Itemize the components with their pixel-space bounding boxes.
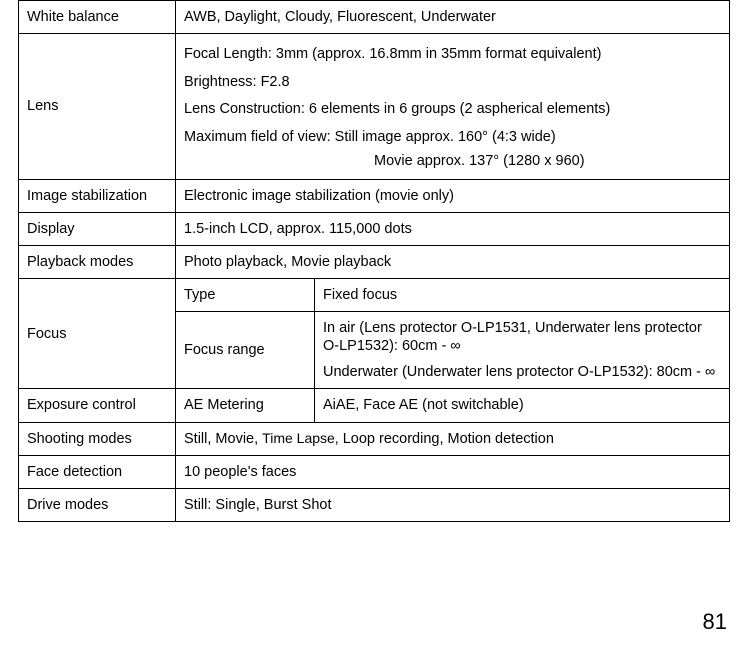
row-value: AiAE, Face AE (not switchable) xyxy=(315,389,730,422)
row-label: Display xyxy=(19,212,176,245)
row-label: Exposure control xyxy=(19,389,176,422)
lens-line: Focal Length: 3mm (approx. 16.8mm in 35m… xyxy=(184,41,721,69)
page: White balance AWB, Daylight, Cloudy, Flu… xyxy=(0,0,747,522)
table-row: Image stabilization Electronic image sta… xyxy=(19,179,730,212)
row-sublabel: Focus range xyxy=(176,312,315,389)
page-number: 81 xyxy=(703,609,727,635)
table-row: Lens Focal Length: 3mm (approx. 16.8mm i… xyxy=(19,34,730,179)
row-label: White balance xyxy=(19,1,176,34)
row-value: Photo playback, Movie playback xyxy=(176,245,730,278)
focus-range-line: Underwater (Underwater lens protector O-… xyxy=(323,363,721,381)
lens-lines: Focal Length: 3mm (approx. 16.8mm in 35m… xyxy=(184,41,721,151)
table-row: Drive modes Still: Single, Burst Shot xyxy=(19,488,730,521)
text: Loop recording, Motion detection xyxy=(339,431,554,447)
text: Still, Movie, xyxy=(184,431,262,447)
row-value: Electronic image stabilization (movie on… xyxy=(176,179,730,212)
row-label: Drive modes xyxy=(19,488,176,521)
row-value: Fixed focus xyxy=(315,278,730,311)
lens-line-indent: Movie approx. 137° (1280 x 960) xyxy=(184,151,721,171)
table-row: Display 1.5-inch LCD, approx. 115,000 do… xyxy=(19,212,730,245)
table-row: Shooting modes Still, Movie, Time Lapse,… xyxy=(19,422,730,455)
row-value: In air (Lens protector O-LP1531, Underwa… xyxy=(315,312,730,389)
lens-line: Brightness: F2.8 xyxy=(184,69,721,97)
focus-range: In air (Lens protector O-LP1531, Underwa… xyxy=(323,319,721,381)
row-sublabel: AE Metering xyxy=(176,389,315,422)
row-label: Focus xyxy=(19,278,176,389)
row-label: Shooting modes xyxy=(19,422,176,455)
row-value: 10 people's faces xyxy=(176,455,730,488)
text-timelapse: Time Lapse, xyxy=(262,430,339,446)
row-label: Playback modes xyxy=(19,245,176,278)
lens-line: Lens Construction: 6 elements in 6 group… xyxy=(184,96,721,124)
table-row: Exposure control AE Metering AiAE, Face … xyxy=(19,389,730,422)
table-row: Focus Type Fixed focus xyxy=(19,278,730,311)
table-row: Playback modes Photo playback, Movie pla… xyxy=(19,245,730,278)
row-sublabel: Type xyxy=(176,278,315,311)
focus-range-line: In air (Lens protector O-LP1531, Underwa… xyxy=(323,319,721,355)
row-label: Lens xyxy=(19,34,176,179)
table-row: Face detection 10 people's faces xyxy=(19,455,730,488)
row-value: 1.5-inch LCD, approx. 115,000 dots xyxy=(176,212,730,245)
row-value: Focal Length: 3mm (approx. 16.8mm in 35m… xyxy=(176,34,730,179)
row-value: Still, Movie, Time Lapse, Loop recording… xyxy=(176,422,730,455)
row-label: Face detection xyxy=(19,455,176,488)
lens-line: Maximum field of view: Still image appro… xyxy=(184,124,721,152)
row-value: Still: Single, Burst Shot xyxy=(176,488,730,521)
row-value: AWB, Daylight, Cloudy, Fluorescent, Unde… xyxy=(176,1,730,34)
specs-table: White balance AWB, Daylight, Cloudy, Flu… xyxy=(18,0,730,522)
table-row: White balance AWB, Daylight, Cloudy, Flu… xyxy=(19,1,730,34)
row-label: Image stabilization xyxy=(19,179,176,212)
